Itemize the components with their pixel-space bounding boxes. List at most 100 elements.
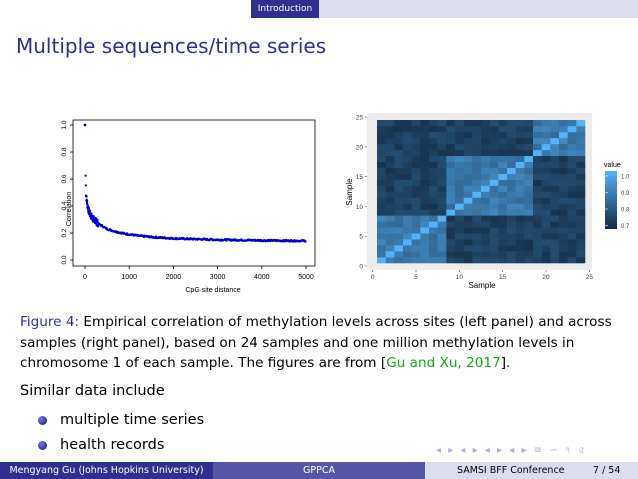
heatmap-cell — [403, 149, 412, 157]
heatmap-cell — [541, 155, 551, 163]
heatmap-cell — [411, 185, 421, 192]
heatmap-cell — [576, 185, 586, 192]
heatmap-cell — [420, 179, 430, 186]
heatmap-cell — [481, 233, 490, 240]
heatmap-cell — [515, 191, 525, 198]
heatmap-cell — [377, 215, 386, 222]
heatmap-cell — [403, 125, 412, 133]
heatmap-cell — [559, 251, 568, 258]
heatmap-cell — [559, 209, 568, 216]
heatmap-cell — [481, 179, 490, 186]
heatmap-cell — [559, 215, 568, 222]
heatmap-cell — [411, 179, 421, 186]
x-tick-label: 2000 — [166, 274, 182, 281]
list-item-label: multiple time series — [60, 412, 205, 428]
heatmap-cell — [437, 191, 447, 198]
heatmap-cell — [515, 233, 525, 240]
heatmap-cell — [394, 185, 404, 192]
heatmap-cell — [541, 137, 551, 145]
heatmap-cell — [507, 173, 516, 180]
heatmap-cell — [498, 221, 508, 228]
heatmap-cell — [567, 191, 577, 198]
heatmap-cell — [420, 185, 430, 192]
heatmap-cell — [481, 185, 490, 192]
heatmap-cell — [541, 143, 551, 151]
heatmap-cell — [411, 251, 421, 258]
bullet-icon — [38, 416, 47, 425]
heatmap-cell — [533, 137, 542, 145]
heatmap-cell — [507, 209, 516, 216]
heatmap-cell — [507, 179, 516, 186]
heatmap-cell — [498, 227, 508, 234]
heatmap-cell — [533, 191, 542, 198]
heatmap-cell — [437, 167, 447, 174]
heatmap-cell — [437, 155, 447, 163]
heatmap-cell — [472, 215, 482, 222]
heatmap-cell — [394, 239, 404, 246]
heatmap-cell — [455, 227, 464, 234]
heatmap-cell — [567, 161, 577, 168]
heatmap-cell — [567, 257, 577, 264]
heatmap-cell — [385, 251, 395, 258]
heatmap-cell — [446, 215, 456, 222]
heatmap-cell — [437, 179, 447, 186]
heatmap-cell — [498, 149, 508, 157]
heatmap-cell — [498, 120, 508, 127]
heatmap-cell — [420, 120, 430, 127]
heatmap-cell — [489, 203, 499, 210]
citation-link[interactable]: Gu and Xu, 2017 — [386, 355, 501, 371]
section-nav-introduction[interactable]: Introduction — [251, 0, 319, 18]
heatmap-cell — [377, 120, 386, 127]
y-axis-label: Correlation — [66, 192, 73, 226]
heatmap-cell — [507, 161, 516, 168]
heatmap-cell — [429, 197, 438, 204]
heatmap-cell — [446, 221, 456, 228]
heatmap-cell — [446, 185, 456, 192]
heatmap-cell — [411, 203, 421, 210]
heatmap-cell — [455, 131, 464, 139]
heatmap-cell — [472, 209, 482, 216]
heatmap-cell — [455, 137, 464, 145]
heatmap-cell — [446, 227, 456, 234]
heatmap-cell — [550, 197, 560, 204]
heatmap-cell — [455, 173, 464, 180]
heatmap-cell — [541, 185, 551, 192]
heatmap-cell — [533, 245, 542, 252]
heatmap-cell — [394, 131, 404, 139]
heatmap-cell — [567, 197, 577, 204]
heatmap-cell — [550, 179, 560, 186]
heatmap-cell — [437, 239, 447, 246]
heatmap-cell — [550, 221, 560, 228]
heatmap-cell — [377, 257, 386, 264]
heatmap-cell — [437, 251, 447, 258]
heatmap-cell — [481, 215, 490, 222]
heatmap-cell — [446, 191, 456, 198]
heatmap-cell — [498, 209, 508, 216]
section-nav-left — [0, 0, 251, 18]
heatmap-cell — [550, 167, 560, 174]
heatmap-cell — [429, 179, 438, 186]
heatmap-cell — [463, 233, 473, 240]
heatmap-cell — [567, 125, 577, 133]
heatmap-cell — [472, 125, 482, 133]
heatmap-cell — [567, 227, 577, 234]
y-axis-label: Sample — [345, 178, 354, 206]
figure-label: Figure 4: — [20, 314, 80, 330]
heatmap-cell — [394, 215, 404, 222]
beamer-navigation-icons[interactable]: ◂ ▸ ◂ ▸ ◂ ▸ ◂ ▸ ≡ ∽ ৭ ৫ — [436, 445, 587, 456]
heatmap-cell — [446, 257, 456, 264]
heatmap-cell — [411, 209, 421, 216]
heatmap-cell — [403, 161, 412, 168]
heatmap-cell — [385, 197, 395, 204]
heatmap-cell — [472, 185, 482, 192]
heatmap-cell — [411, 137, 421, 145]
heatmap-cell — [576, 137, 586, 145]
heatmap-cell — [515, 179, 525, 186]
heatmap-cell — [455, 120, 464, 127]
heatmap-cell — [524, 245, 534, 252]
data-point — [90, 213, 93, 216]
heatmap-cell — [524, 143, 534, 151]
heatmap-cell — [498, 131, 508, 139]
heatmap-cell — [550, 185, 560, 192]
heatmap-cell — [446, 209, 456, 216]
